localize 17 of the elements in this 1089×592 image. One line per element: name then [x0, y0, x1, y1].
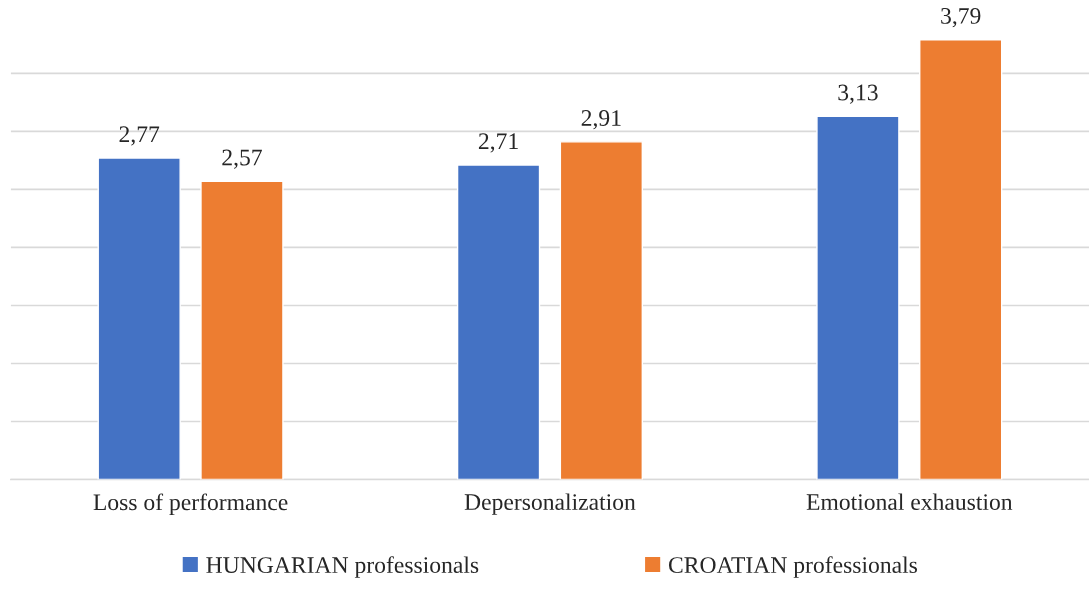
bar — [816, 115, 900, 480]
bar — [97, 157, 181, 480]
bar — [200, 180, 284, 480]
legend-label: HUNGARIAN professionals — [206, 556, 479, 578]
bar — [559, 141, 643, 480]
bar — [456, 164, 541, 480]
x-tick-label: Emotional exhaustion — [806, 493, 1013, 511]
data-label: 2,91 — [581, 110, 621, 130]
bar — [919, 39, 1003, 480]
x-tick-label: Depersonalization — [464, 493, 636, 515]
x-tick-label: Loss of performance — [93, 493, 288, 516]
data-label: 2,57 — [222, 149, 262, 169]
data-label: 3,13 — [838, 84, 878, 104]
data-label: 2,71 — [478, 133, 518, 153]
data-label: 3,79 — [941, 7, 981, 28]
legend-label: CROATIAN professionals — [668, 556, 917, 578]
data-label: 2,77 — [119, 126, 160, 146]
